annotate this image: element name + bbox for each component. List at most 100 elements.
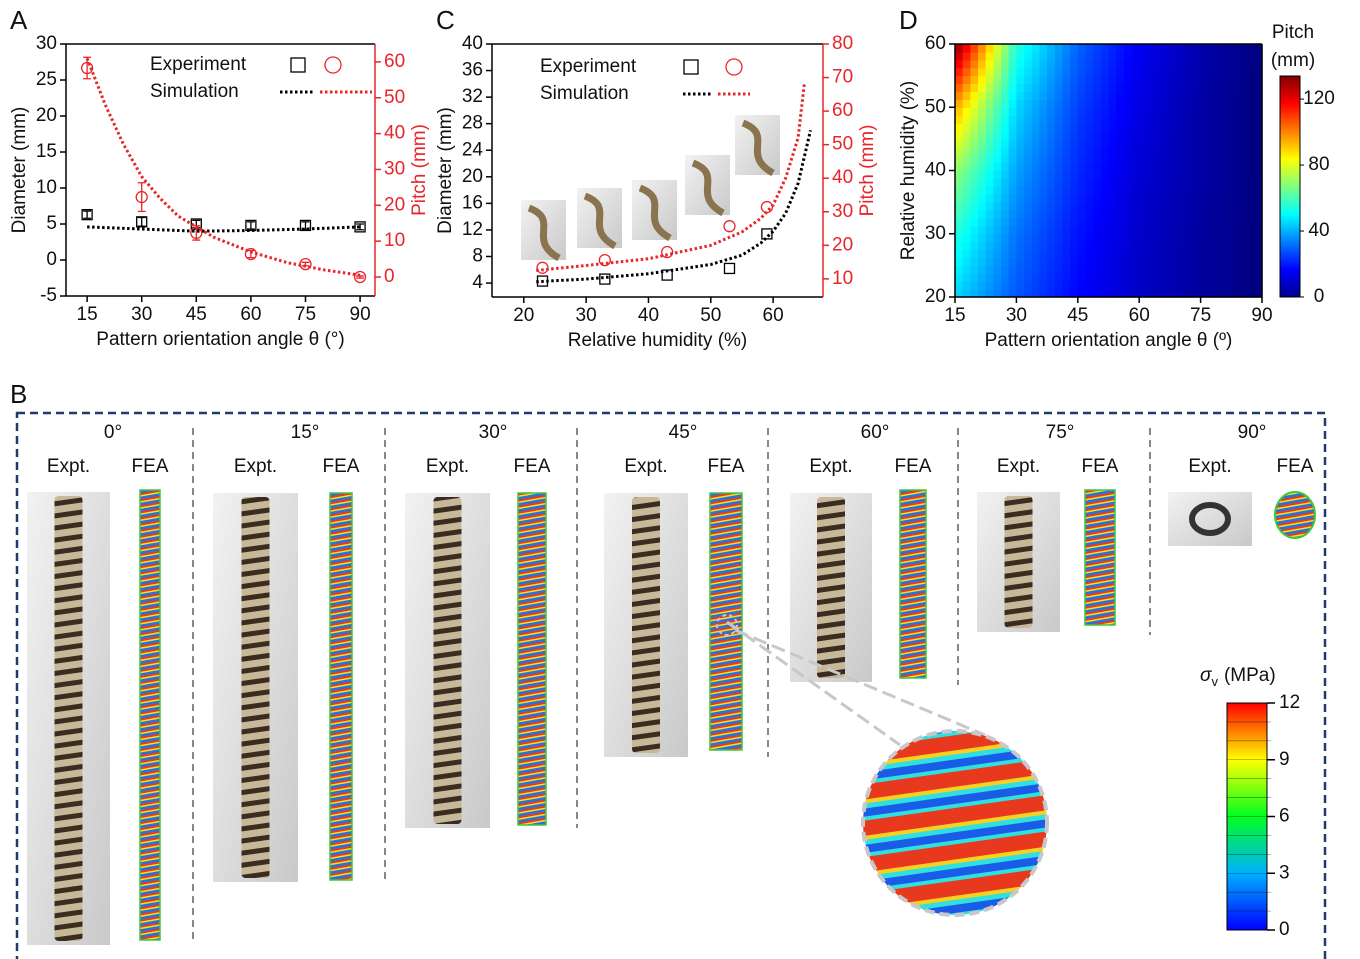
- heat-cell: [1239, 139, 1247, 148]
- heat-cell: [1208, 226, 1216, 235]
- heat-cell: [970, 123, 978, 132]
- heat-cell: [1216, 202, 1224, 211]
- heat-cell: [1224, 210, 1232, 219]
- heat-cell: [1224, 281, 1232, 290]
- heat-cell: [963, 171, 971, 180]
- colorbar: [1280, 76, 1300, 297]
- heat-cell: [1193, 123, 1201, 132]
- heat-cell: [1231, 123, 1239, 132]
- y-tick-label: 4: [472, 272, 483, 293]
- heat-cell: [1185, 171, 1193, 180]
- heat-cell: [1124, 147, 1132, 156]
- heat-cell: [1070, 76, 1078, 85]
- heat-cell: [978, 155, 986, 164]
- heat-cell: [993, 68, 1001, 77]
- heat-cell: [1116, 84, 1124, 93]
- heat-cell: [1231, 155, 1239, 164]
- heat-cell: [1024, 186, 1032, 195]
- heat-cell: [1139, 257, 1147, 266]
- heat-cell: [1009, 250, 1017, 259]
- heat-cell: [1039, 265, 1047, 274]
- heat-cell: [1155, 265, 1163, 274]
- heat-cell: [1116, 234, 1124, 243]
- heat-cell: [1109, 178, 1117, 187]
- heat-cell: [1178, 131, 1186, 140]
- heat-cell: [1070, 242, 1078, 251]
- heat-cell: [963, 147, 971, 156]
- heat-cell: [1162, 186, 1170, 195]
- heat-cell: [1231, 99, 1239, 108]
- heat-cell: [1185, 218, 1193, 227]
- heat-cell: [955, 250, 963, 259]
- panel-label: A: [10, 5, 28, 35]
- heat-cell: [1024, 242, 1032, 251]
- heat-cell: [1039, 210, 1047, 219]
- heat-cell: [1024, 60, 1032, 69]
- heat-cell: [970, 171, 978, 180]
- heat-cell: [1085, 155, 1093, 164]
- heat-cell: [1132, 60, 1140, 69]
- heat-cell: [1162, 44, 1170, 53]
- heat-cell: [1109, 139, 1117, 148]
- heat-cell: [1193, 257, 1201, 266]
- heat-cell: [1016, 210, 1024, 219]
- heat-cell: [1178, 76, 1186, 85]
- heat-cell: [1162, 155, 1170, 164]
- heat-cell: [1170, 99, 1178, 108]
- heat-cell: [1116, 281, 1124, 290]
- heat-cell: [1201, 91, 1209, 100]
- x-tick-label: 15: [944, 305, 965, 326]
- heat-cell: [1132, 107, 1140, 116]
- heat-cell: [1147, 99, 1155, 108]
- heat-cell: [1055, 226, 1063, 235]
- heat-cell: [1078, 44, 1086, 53]
- fea-strip: [140, 490, 160, 940]
- heat-cell: [1070, 194, 1078, 203]
- heat-cell: [1224, 163, 1232, 172]
- expt-ribbon: [817, 497, 845, 678]
- heat-cell: [1193, 147, 1201, 156]
- heat-cell: [1093, 218, 1101, 227]
- heat-cell: [1162, 226, 1170, 235]
- angle-label: 60°: [861, 422, 890, 443]
- heat-cell: [1016, 60, 1024, 69]
- heat-cell: [1208, 250, 1216, 259]
- heat-cell: [1155, 194, 1163, 203]
- heat-cell: [1093, 44, 1101, 53]
- heat-cell: [1024, 163, 1032, 172]
- heat-cell: [1170, 281, 1178, 290]
- heat-cell: [1139, 155, 1147, 164]
- expt-label: Expt.: [426, 456, 469, 477]
- heat-cell: [955, 44, 963, 53]
- heat-cell: [1047, 155, 1055, 164]
- heat-cell: [970, 139, 978, 148]
- heat-cell: [1047, 218, 1055, 227]
- fea-ring: [1275, 492, 1315, 538]
- heat-cell: [1032, 139, 1040, 148]
- heat-cell: [1101, 155, 1109, 164]
- heat-cell: [1178, 273, 1186, 282]
- heat-cell: [1093, 107, 1101, 116]
- y2-tick-label: 0: [384, 266, 395, 287]
- heat-cell: [1062, 52, 1070, 61]
- heat-cell: [1216, 44, 1224, 53]
- heat-cell: [1208, 202, 1216, 211]
- heat-cell: [1132, 186, 1140, 195]
- heat-cell: [1178, 186, 1186, 195]
- heat-cell: [1070, 60, 1078, 69]
- heat-cell: [1224, 242, 1232, 251]
- heat-cell: [993, 147, 1001, 156]
- heat-cell: [1055, 234, 1063, 243]
- heat-cell: [1216, 250, 1224, 259]
- heat-cell: [1009, 273, 1017, 282]
- y-tick-label: 16: [462, 192, 483, 213]
- heat-cell: [1201, 171, 1209, 180]
- heat-cell: [1109, 115, 1117, 124]
- heat-cell: [1001, 139, 1009, 148]
- heat-cell: [978, 131, 986, 140]
- heat-cell: [1208, 139, 1216, 148]
- heat-cell: [1147, 242, 1155, 251]
- heat-cell: [1047, 60, 1055, 69]
- heat-cell: [1062, 131, 1070, 140]
- heat-cell: [1070, 139, 1078, 148]
